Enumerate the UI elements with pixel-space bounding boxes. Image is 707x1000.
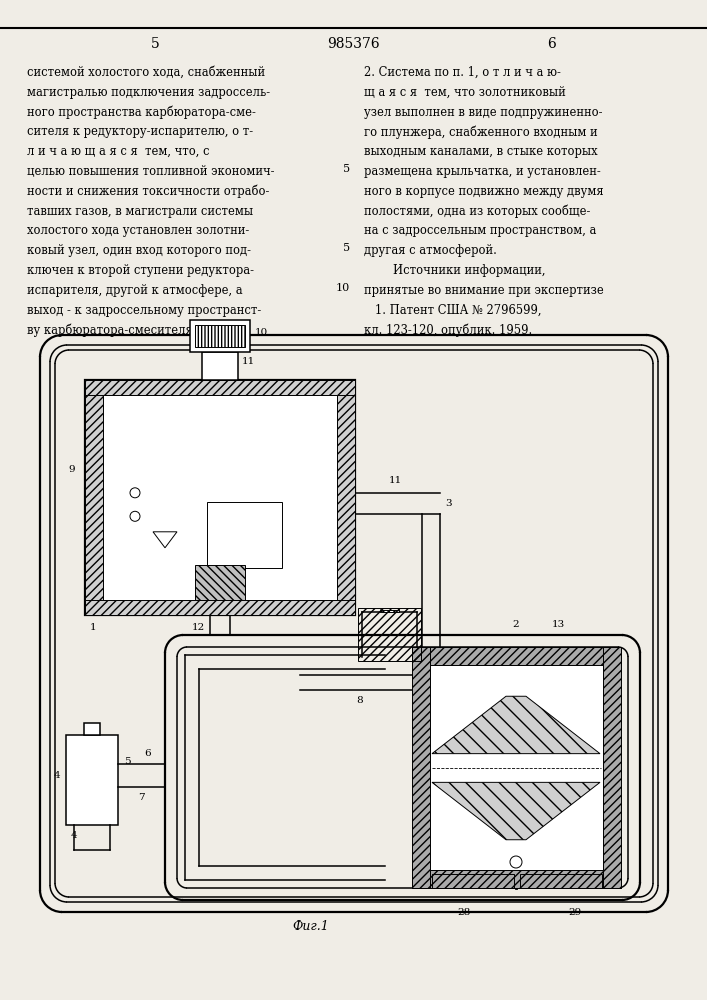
Text: 2: 2 <box>513 620 520 629</box>
Text: ключен к второй ступени редуктора-: ключен к второй ступени редуктора- <box>27 264 254 277</box>
Bar <box>412 647 621 665</box>
Bar <box>358 608 421 661</box>
Text: целью повышения топливной экономич-: целью повышения топливной экономич- <box>27 165 274 178</box>
Polygon shape <box>432 782 600 840</box>
Bar <box>412 647 430 888</box>
Text: Фиг.1: Фиг.1 <box>293 920 329 934</box>
Text: сителя к редуктору-испарителю, о т-: сителя к редуктору-испарителю, о т- <box>27 125 253 138</box>
Bar <box>337 380 355 615</box>
Bar <box>430 665 603 870</box>
Text: го плунжера, снабженного входным и: го плунжера, снабженного входным и <box>364 125 597 139</box>
Bar <box>85 600 355 615</box>
Text: л и ч а ю щ а я с я  тем, что, с: л и ч а ю щ а я с я тем, что, с <box>27 145 209 158</box>
Text: 8: 8 <box>357 696 363 705</box>
Polygon shape <box>432 696 600 754</box>
Text: щ а я с я  тем, что золотниковый: щ а я с я тем, что золотниковый <box>364 86 566 99</box>
Text: размещена крыльчатка, и установлен-: размещена крыльчатка, и установлен- <box>364 165 601 178</box>
Text: 3: 3 <box>445 499 452 508</box>
Circle shape <box>130 511 140 521</box>
Bar <box>202 352 238 380</box>
Text: 5: 5 <box>343 243 350 253</box>
Text: ковый узел, один вход которого под-: ковый узел, один вход которого под- <box>27 244 251 257</box>
Text: 1. Патент США № 2796599,: 1. Патент США № 2796599, <box>364 304 542 317</box>
Text: 6: 6 <box>145 749 151 758</box>
Bar <box>195 325 245 347</box>
Text: Источники информации,: Источники информации, <box>364 264 546 277</box>
Text: 10: 10 <box>255 328 268 337</box>
Polygon shape <box>153 532 177 548</box>
Text: магистралью подключения задроссель-: магистралью подключения задроссель- <box>27 86 270 99</box>
Circle shape <box>130 488 140 498</box>
Bar <box>103 395 337 600</box>
Text: 14: 14 <box>448 648 461 657</box>
Text: испарителя, другой к атмосфере, а: испарителя, другой к атмосфере, а <box>27 284 243 297</box>
Text: 12: 12 <box>192 623 205 632</box>
Text: 11: 11 <box>242 357 255 365</box>
Bar <box>190 320 250 352</box>
Text: кл. 123-120, опублик. 1959.: кл. 123-120, опублик. 1959. <box>364 323 532 337</box>
Text: выход - к задроссельному пространст-: выход - к задроссельному пространст- <box>27 304 261 317</box>
Bar <box>603 647 621 888</box>
Text: на с задроссельным пространством, а: на с задроссельным пространством, а <box>364 224 597 237</box>
Circle shape <box>510 856 522 868</box>
Bar <box>84 723 100 735</box>
Bar <box>432 874 514 888</box>
Text: 4: 4 <box>53 771 60 780</box>
Bar <box>85 380 103 615</box>
Bar <box>66 735 118 825</box>
Text: холостого хода установлен золотни-: холостого хода установлен золотни- <box>27 224 249 237</box>
Bar <box>195 565 245 600</box>
Text: 5: 5 <box>151 37 160 51</box>
Text: 29: 29 <box>568 908 582 917</box>
Text: 4: 4 <box>71 831 77 840</box>
Text: тавших газов, в магистрали системы: тавших газов, в магистрали системы <box>27 205 253 218</box>
Bar <box>85 380 355 395</box>
Text: 9: 9 <box>69 465 75 474</box>
Text: полостями, одна из которых сообще-: полостями, одна из которых сообще- <box>364 205 590 218</box>
Text: 13: 13 <box>551 620 565 629</box>
Bar <box>206 502 282 568</box>
Text: 10: 10 <box>336 283 350 293</box>
Text: ного в корпусе подвижно между двумя: ного в корпусе подвижно между двумя <box>364 185 604 198</box>
Text: 28: 28 <box>457 908 471 917</box>
Text: 985376: 985376 <box>327 37 380 51</box>
Bar <box>381 610 399 612</box>
Text: 7: 7 <box>138 793 144 802</box>
Text: 1: 1 <box>90 623 97 632</box>
Bar <box>412 870 621 888</box>
Text: 2. Система по п. 1, о т л и ч а ю-: 2. Система по п. 1, о т л и ч а ю- <box>364 66 561 79</box>
Bar <box>520 874 602 888</box>
Text: ности и снижения токсичности отрабо-: ности и снижения токсичности отрабо- <box>27 185 269 198</box>
Text: ного пространства карбюратора-сме-: ного пространства карбюратора-сме- <box>27 106 256 119</box>
Text: ву карбюратора-смесителя.: ву карбюратора-смесителя. <box>27 323 197 337</box>
Text: 5: 5 <box>343 164 350 174</box>
Bar <box>85 380 355 615</box>
Text: узел выполнен в виде подпружиненно-: узел выполнен в виде подпружиненно- <box>364 106 602 119</box>
Text: выходным каналами, в стыке которых: выходным каналами, в стыке которых <box>364 145 597 158</box>
Text: системой холостого хода, снабженный: системой холостого хода, снабженный <box>27 66 265 79</box>
Text: принятые во внимание при экспертизе: принятые во внимание при экспертизе <box>364 284 604 297</box>
Text: 6: 6 <box>547 37 556 51</box>
Text: 11: 11 <box>388 476 402 485</box>
Text: 5: 5 <box>124 758 131 766</box>
Text: другая с атмосферой.: другая с атмосферой. <box>364 244 497 257</box>
